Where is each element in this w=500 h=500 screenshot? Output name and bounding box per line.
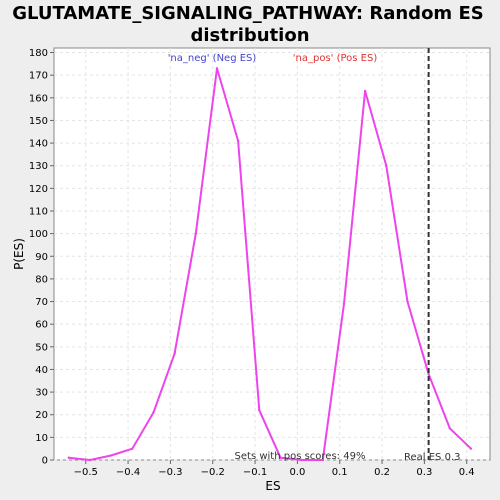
data-point [427,372,430,376]
data-point [385,164,388,167]
x-tick-label: −0.4 [116,467,140,478]
y-tick-label: 150 [29,116,48,127]
y-axis-label: P(ES) [12,238,26,270]
y-tick-label: 30 [35,388,48,399]
real-es-label: Real ES 0.3 [404,452,460,463]
data-point [173,352,176,355]
x-axis-label: ES [265,479,280,493]
y-tick-label: 20 [35,410,48,421]
x-tick-label: −0.1 [243,467,267,478]
y-axis-ticks: 0 10 20 30 40 50 60 70 80 90 100 110 120 130 140 150 160… [29,48,54,467]
y-tick-label: 170 [29,71,48,82]
data-points [67,67,473,462]
legend-pos-label: 'na_pos' (Pos ES) [293,53,378,64]
y-tick-label: 40 [35,365,48,376]
y-tick-label: 90 [35,252,48,263]
chart-title-line1: GLUTAMATE_SIGNALING_PATHWAY: Random ES [12,3,483,24]
x-axis-ticks: −0.5 −0.4 −0.3 −0.2 −0.1 0.0 0.1 0.2 0.3 0.4 [74,460,475,478]
y-tick-label: 120 [29,184,48,195]
data-point [469,447,473,450]
x-tick-label: 0.0 [289,467,305,478]
grid-lines [54,48,490,461]
data-point [321,458,324,462]
data-point [67,456,71,459]
data-point [109,454,113,457]
legend-neg-label: 'na_neg' (Neg ES) [168,53,257,64]
y-tick-label: 80 [35,274,48,285]
x-tick-label: −0.5 [74,467,98,478]
data-point [236,139,240,143]
x-tick-label: 0.4 [459,467,475,478]
x-tick-label: −0.3 [158,467,182,478]
data-point [152,411,155,414]
es-distribution-line [68,68,472,462]
y-tick-label: 10 [35,433,48,444]
data-point [194,232,198,235]
data-point [363,89,367,93]
x-tick-label: 0.2 [374,467,390,478]
y-tick-label: 0 [42,456,48,467]
y-tick-label: 140 [29,139,48,150]
data-point [342,302,346,306]
plot-area [53,47,491,461]
y-tick-label: 70 [35,297,48,308]
y-tick-label: 100 [29,229,48,240]
data-point [88,458,92,462]
data-point [300,458,303,462]
y-tick-label: 60 [35,320,48,331]
data-point [215,67,219,70]
y-tick-label: 110 [29,206,48,217]
y-tick-label: 180 [29,48,48,59]
y-tick-label: 160 [29,93,48,104]
data-point [131,447,134,450]
x-tick-label: 0.1 [332,467,348,478]
data-point [279,456,282,459]
y-tick-label: 50 [35,342,48,353]
data-point [258,408,261,412]
y-tick-label: 130 [29,161,48,172]
chart-title-line2: distribution [190,25,309,46]
pos-scores-annotation: Sets with pos scores: 49% [235,451,366,462]
data-point [406,300,409,303]
x-tick-label: 0.3 [416,467,432,478]
x-tick-label: −0.2 [201,467,225,478]
data-point [448,427,451,430]
